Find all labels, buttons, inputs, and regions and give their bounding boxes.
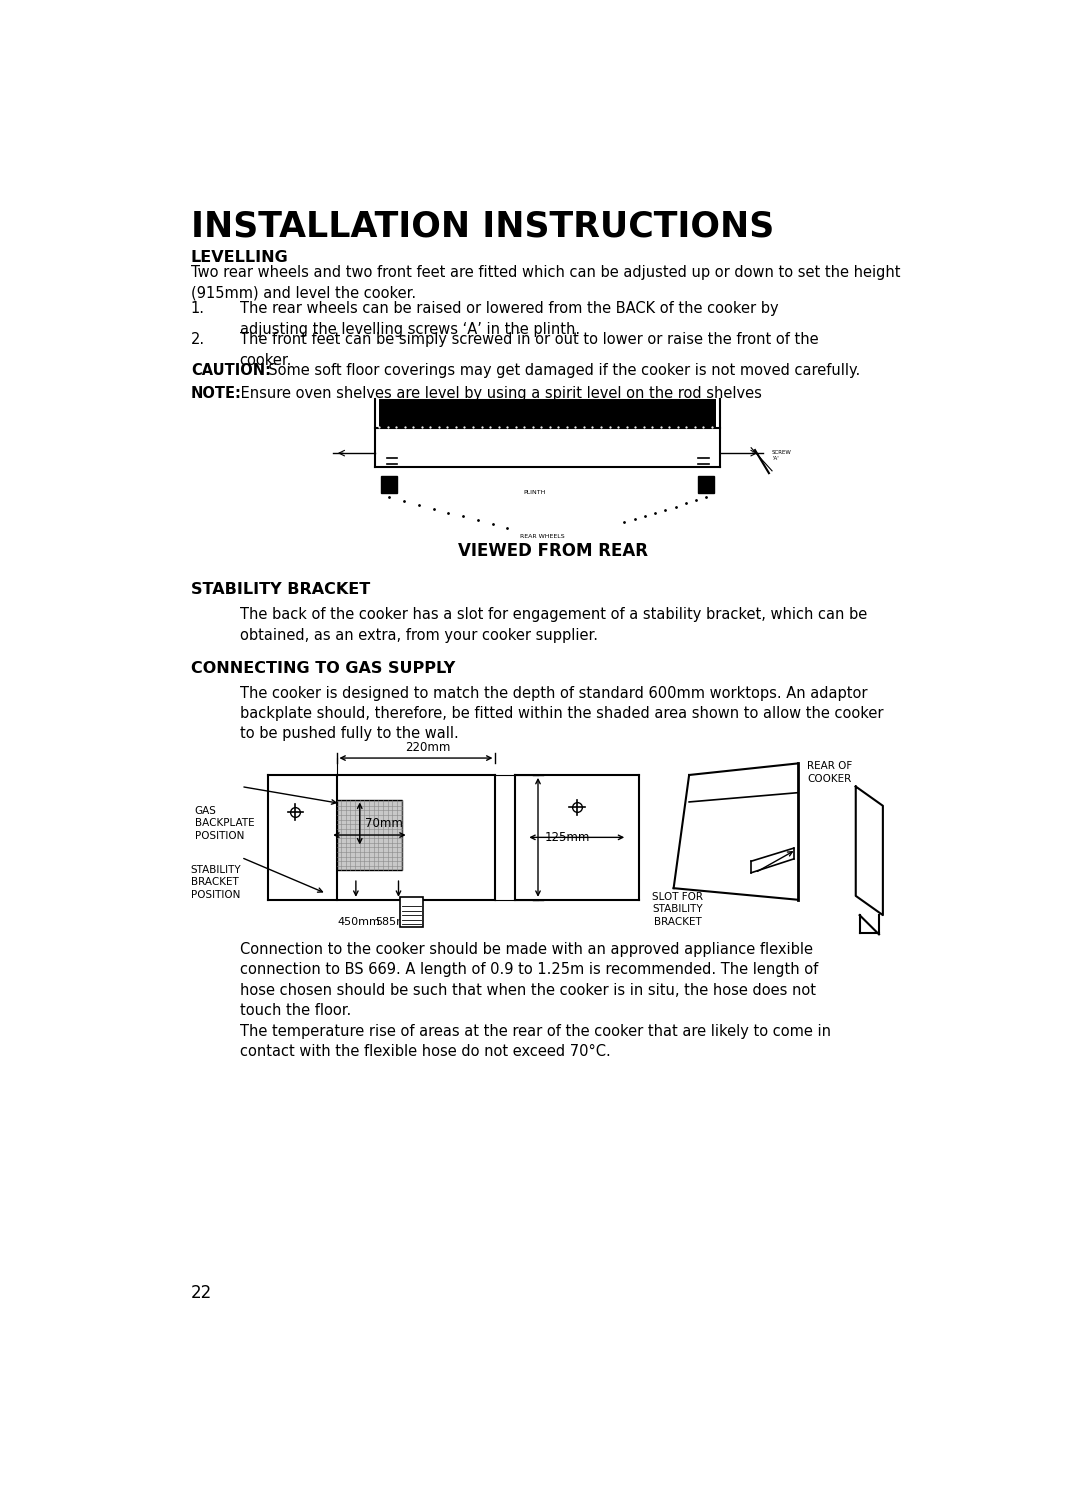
Text: NOTE:: NOTE: [191, 387, 242, 400]
Text: INSTALLATION INSTRUCTIONS: INSTALLATION INSTRUCTIONS [191, 209, 774, 243]
Text: The front feet can be simply screwed in or out to lower or raise the front of th: The front feet can be simply screwed in … [240, 332, 819, 367]
Text: VIEWED FROM REAR: VIEWED FROM REAR [459, 542, 648, 561]
Bar [699, 476, 714, 493]
Bar [337, 799, 403, 870]
Text: SLOT FOR
STABILITY
BRACKET: SLOT FOR STABILITY BRACKET [652, 891, 703, 926]
Text: 1.: 1. [191, 301, 205, 316]
Text: The cooker is designed to match the depth of standard 600mm worktops. An adaptor: The cooker is designed to match the dept… [240, 686, 883, 742]
Text: 22: 22 [191, 1284, 212, 1302]
Text: CONNECTING TO GAS SUPPLY: CONNECTING TO GAS SUPPLY [191, 660, 455, 675]
Text: STABILITY BRACKET: STABILITY BRACKET [191, 582, 370, 597]
Text: STABILITY
BRACKET
POSITION: STABILITY BRACKET POSITION [191, 866, 242, 901]
Text: The rear wheels can be raised or lowered from the BACK of the cooker by
adjustin: The rear wheels can be raised or lowered… [240, 301, 779, 337]
Text: LEVELLING: LEVELLING [191, 249, 288, 264]
Text: GAS
BACKPLATE
POSITION: GAS BACKPLATE POSITION [194, 805, 254, 840]
Text: 450mm: 450mm [337, 917, 380, 926]
Text: 220mm: 220mm [405, 742, 450, 754]
Text: 70mm: 70mm [365, 817, 403, 830]
Text: CAUTION:: CAUTION: [191, 363, 271, 378]
Text: REAR OF
COOKER: REAR OF COOKER [807, 762, 852, 784]
Text: SCREW
'A': SCREW 'A' [772, 450, 792, 461]
Bar [379, 399, 716, 429]
Bar [400, 898, 423, 926]
Bar [381, 476, 397, 493]
Text: Two rear wheels and two front feet are fitted which can be adjusted up or down t: Two rear wheels and two front feet are f… [191, 266, 901, 301]
Text: Some soft floor coverings may get damaged if the cooker is not moved carefully.: Some soft floor coverings may get damage… [259, 363, 861, 378]
Text: 2.: 2. [191, 332, 205, 348]
Text: REAR WHEELS: REAR WHEELS [519, 533, 564, 539]
Text: Ensure oven shelves are level by using a spirit level on the rod shelves: Ensure oven shelves are level by using a… [235, 387, 761, 400]
Text: Connection to the cooker should be made with an approved appliance flexible
conn: Connection to the cooker should be made … [240, 941, 831, 1059]
Text: 125mm: 125mm [544, 831, 590, 843]
Text: 585mm: 585mm [375, 917, 418, 926]
Text: The back of the cooker has a slot for engagement of a stability bracket, which c: The back of the cooker has a slot for en… [240, 607, 867, 642]
Text: PLINTH: PLINTH [523, 491, 545, 496]
